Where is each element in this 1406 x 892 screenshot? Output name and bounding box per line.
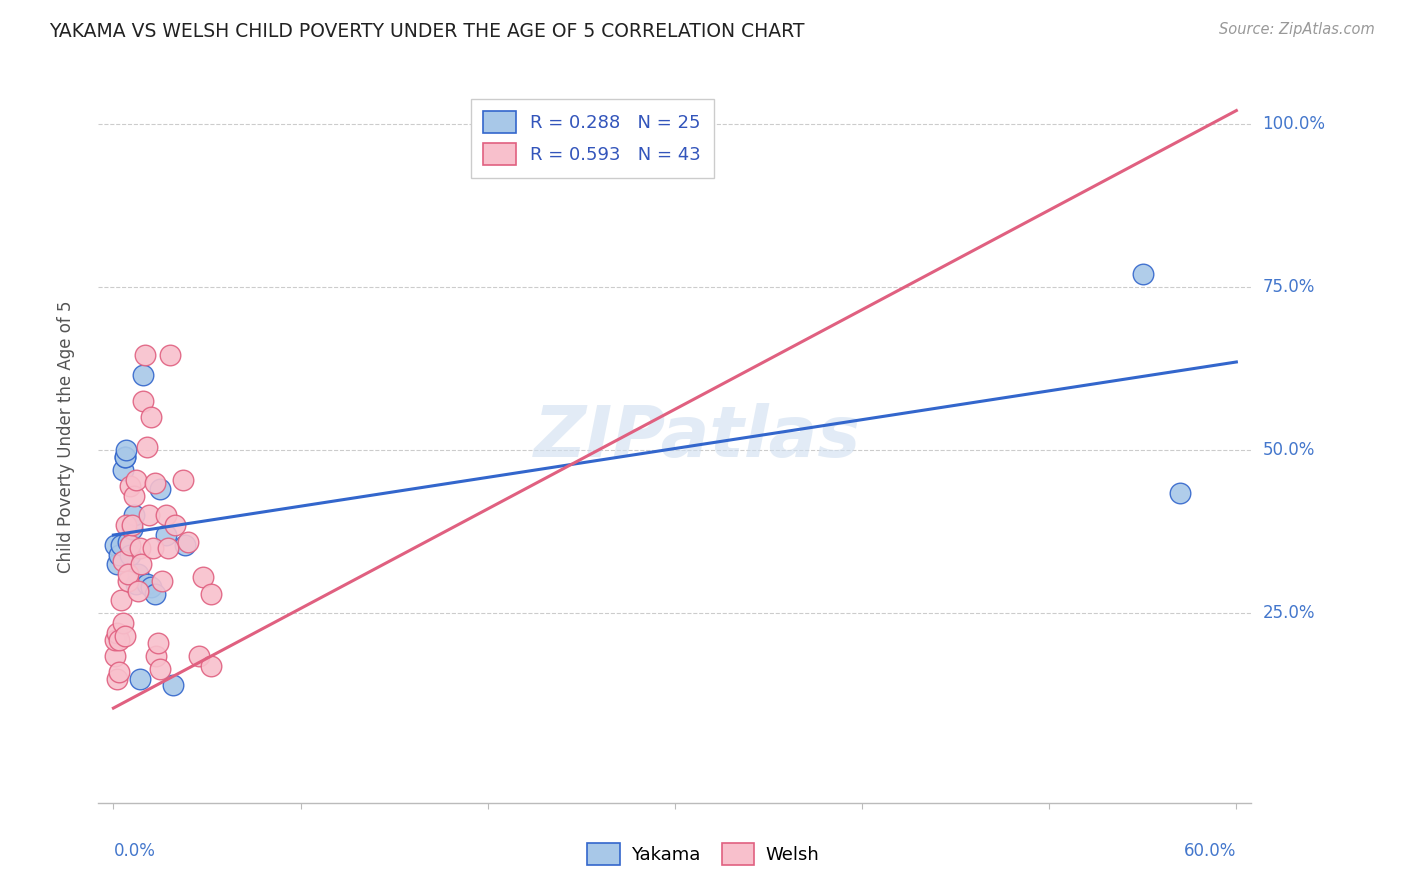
Point: [142, 541, 165, 555]
Point: [125, 473, 148, 487]
Text: 0.0%: 0.0%: [114, 842, 155, 860]
Point: [131, 558, 153, 572]
Point: [188, 648, 211, 663]
Point: [159, 348, 181, 362]
Point: [104, 632, 127, 647]
Point: [143, 475, 166, 490]
Point: [132, 394, 155, 409]
Point: [111, 616, 134, 631]
Text: 100.0%: 100.0%: [1263, 114, 1326, 133]
Point: [120, 479, 142, 493]
Text: Source: ZipAtlas.com: Source: ZipAtlas.com: [1219, 22, 1375, 37]
Point: [105, 626, 128, 640]
Point: [117, 567, 139, 582]
Point: [143, 587, 166, 601]
Point: [139, 410, 162, 425]
Point: [155, 508, 177, 523]
Point: [1132, 267, 1154, 281]
Point: [114, 450, 136, 464]
Text: YAKAMA VS WELSH CHILD POVERTY UNDER THE AGE OF 5 CORRELATION CHART: YAKAMA VS WELSH CHILD POVERTY UNDER THE …: [49, 22, 804, 41]
Text: 60.0%: 60.0%: [1184, 842, 1236, 860]
Point: [108, 665, 131, 680]
Text: 25.0%: 25.0%: [1263, 605, 1315, 623]
Point: [132, 368, 155, 382]
Point: [125, 577, 148, 591]
Point: [165, 518, 187, 533]
Point: [177, 534, 200, 549]
Legend: Yakama, Welsh: Yakama, Welsh: [578, 834, 828, 874]
Point: [111, 554, 134, 568]
Point: [108, 548, 131, 562]
Point: [117, 574, 139, 588]
Point: [136, 440, 159, 454]
Point: [111, 463, 134, 477]
Point: [122, 508, 145, 523]
Point: [148, 636, 170, 650]
Point: [105, 558, 128, 572]
Point: [193, 570, 215, 584]
Point: [127, 583, 149, 598]
Point: [104, 648, 127, 663]
Point: [128, 541, 150, 555]
Point: [155, 528, 177, 542]
Point: [121, 518, 143, 533]
Point: [114, 450, 136, 464]
Point: [115, 443, 138, 458]
Point: [172, 473, 194, 487]
Point: [138, 508, 160, 523]
Point: [128, 672, 150, 686]
Point: [120, 538, 142, 552]
Text: 75.0%: 75.0%: [1263, 278, 1315, 296]
Text: 50.0%: 50.0%: [1263, 442, 1315, 459]
Text: ZIPatlas: ZIPatlas: [534, 402, 862, 472]
Point: [1168, 485, 1191, 500]
Point: [150, 574, 173, 588]
Point: [120, 548, 142, 562]
Y-axis label: Child Poverty Under the Age of 5: Child Poverty Under the Age of 5: [56, 301, 75, 574]
Point: [110, 538, 132, 552]
Point: [156, 541, 179, 555]
Point: [136, 577, 159, 591]
Point: [114, 629, 136, 643]
Point: [200, 658, 222, 673]
Point: [149, 483, 172, 497]
Point: [200, 587, 222, 601]
Point: [115, 518, 138, 533]
Point: [173, 538, 195, 552]
Point: [122, 489, 145, 503]
Point: [104, 538, 127, 552]
Point: [108, 632, 131, 647]
Point: [162, 678, 184, 692]
Point: [110, 593, 132, 607]
Legend: R = 0.288   N = 25, R = 0.593   N = 43: R = 0.288 N = 25, R = 0.593 N = 43: [471, 99, 714, 178]
Point: [127, 567, 149, 582]
Point: [134, 348, 156, 362]
Point: [139, 580, 162, 594]
Point: [121, 521, 143, 535]
Point: [117, 534, 139, 549]
Point: [145, 648, 167, 663]
Point: [149, 662, 172, 676]
Point: [105, 672, 128, 686]
